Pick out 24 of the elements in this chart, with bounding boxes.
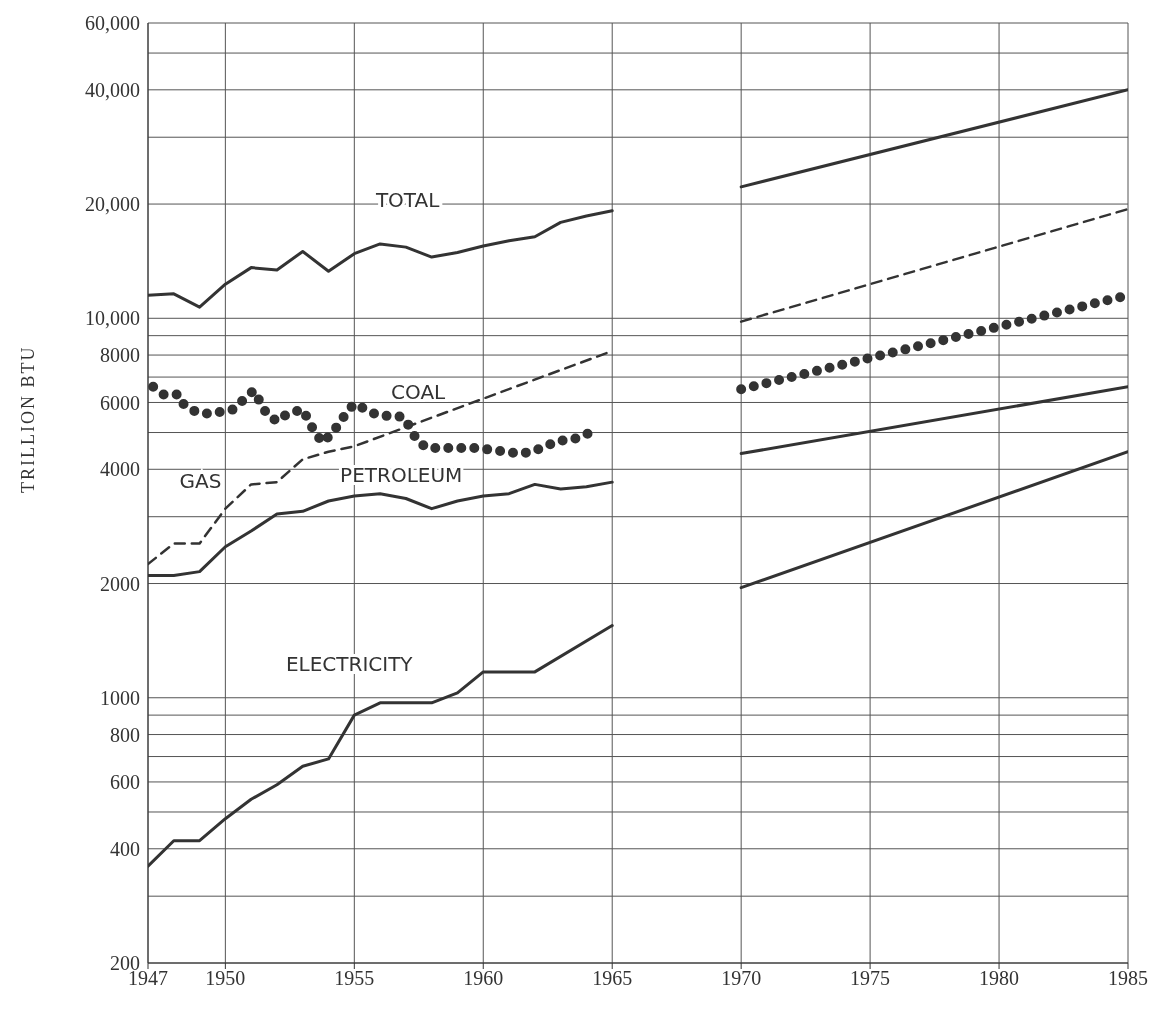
y-tick-label: 40,000 [85,78,140,101]
y-axis-title: TRILLION BTU [18,345,39,493]
y-tick-label: 20,000 [85,193,140,216]
series-label: TOTAL [374,188,441,213]
y-tick-label: 2000 [100,572,140,595]
x-tick-label: 1985 [1108,967,1148,990]
y-tick-label: 1000 [100,686,140,709]
y-tick-label: 10,000 [85,307,140,330]
x-tick-label: 1965 [592,967,633,990]
series-label: COAL [391,380,447,405]
x-tick-label: 1955 [334,967,375,990]
y-tick-label: 60,000 [85,12,140,35]
y-tick-label: 800 [110,723,140,746]
x-tick-label: 1950 [205,967,246,990]
x-tick-label: 1960 [463,967,504,990]
x-tick-label: 1975 [850,967,891,990]
series-label: GAS [179,469,222,494]
y-tick-label: 400 [110,837,140,860]
y-tick-label: 6000 [100,391,140,414]
y-tick-label: 4000 [100,458,140,481]
x-tick-label: 1980 [979,967,1020,990]
x-tick-label: 1970 [721,967,762,990]
y-tick-label: 600 [110,771,140,794]
y-tick-label: 8000 [100,344,140,367]
